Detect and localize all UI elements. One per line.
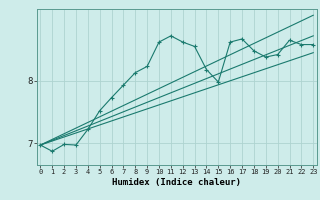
X-axis label: Humidex (Indice chaleur): Humidex (Indice chaleur)	[112, 178, 241, 187]
